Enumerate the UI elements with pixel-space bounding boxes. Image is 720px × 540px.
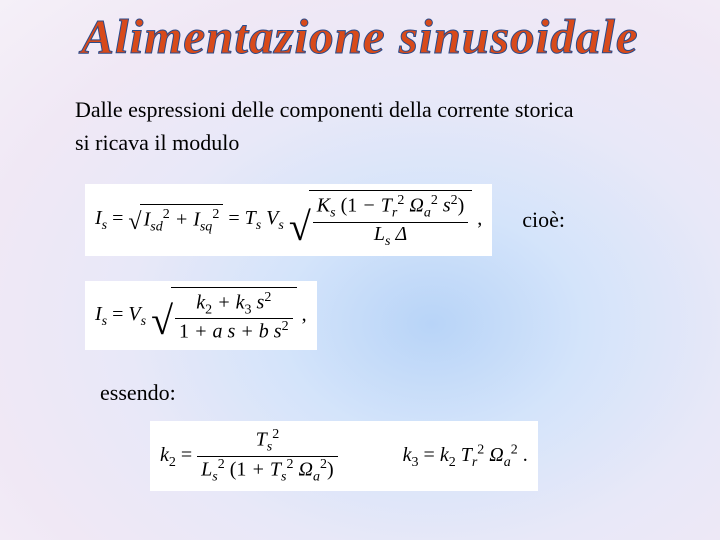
- formula-2-row: Is = Vs √ k2 + k3 s2 1 + a s + b s2 ,: [85, 281, 720, 350]
- label-essendo: essendo:: [100, 380, 720, 406]
- formula-3-row: k2 = Ts2 Ls2 (1 + Ts2 Ωa2) k3 = k2 Tr2 Ω…: [150, 421, 720, 491]
- page-title: Alimentazione sinusoidale: [0, 0, 720, 65]
- formula-1-row: Is = √ Isd2 + Isq2 = Ts Vs √ Ks (1 − Tr2…: [85, 184, 720, 256]
- intro-line-2: si ricava il modulo: [75, 126, 720, 159]
- intro-line-1: Dalle espressioni delle componenti della…: [75, 93, 720, 126]
- formula-1: Is = √ Isd2 + Isq2 = Ts Vs √ Ks (1 − Tr2…: [85, 184, 492, 256]
- formula-2: Is = Vs √ k2 + k3 s2 1 + a s + b s2 ,: [85, 281, 317, 350]
- formula-3: k2 = Ts2 Ls2 (1 + Ts2 Ωa2) k3 = k2 Tr2 Ω…: [150, 421, 538, 491]
- intro-paragraph: Dalle espressioni delle componenti della…: [75, 93, 720, 159]
- label-cioe: cioè:: [522, 207, 565, 233]
